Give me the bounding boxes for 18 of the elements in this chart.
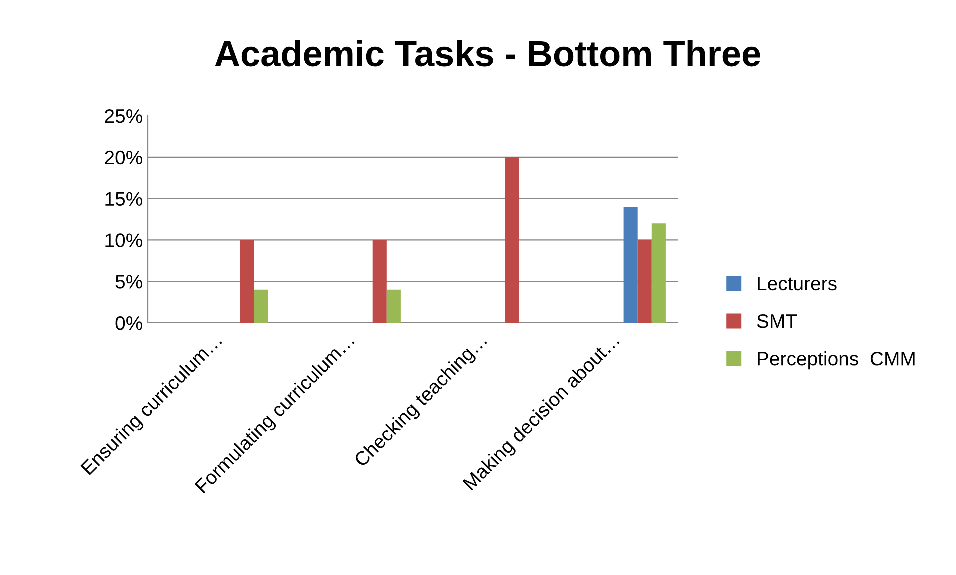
y-tick-label: 15% <box>106 192 142 206</box>
bar <box>386 290 401 323</box>
bar <box>638 240 652 323</box>
bar <box>652 224 666 323</box>
y-tick-label: 20% <box>105 150 142 165</box>
bar <box>624 207 638 323</box>
bar <box>254 290 268 323</box>
legend-label: Perceptions CMM <box>758 352 915 370</box>
y-tick-label: 10% <box>106 234 142 248</box>
bar <box>240 240 254 323</box>
legend-label: Lecturers <box>758 277 837 291</box>
y-tick-label: 0% <box>116 316 142 330</box>
y-tick-label: 25% <box>105 109 142 124</box>
bar <box>372 240 387 323</box>
bar <box>505 157 520 323</box>
legend-label: SMT <box>757 314 798 328</box>
chart-title: Academic Tasks - Bottom Three <box>215 40 760 67</box>
y-tick-label: 5% <box>116 275 142 289</box>
